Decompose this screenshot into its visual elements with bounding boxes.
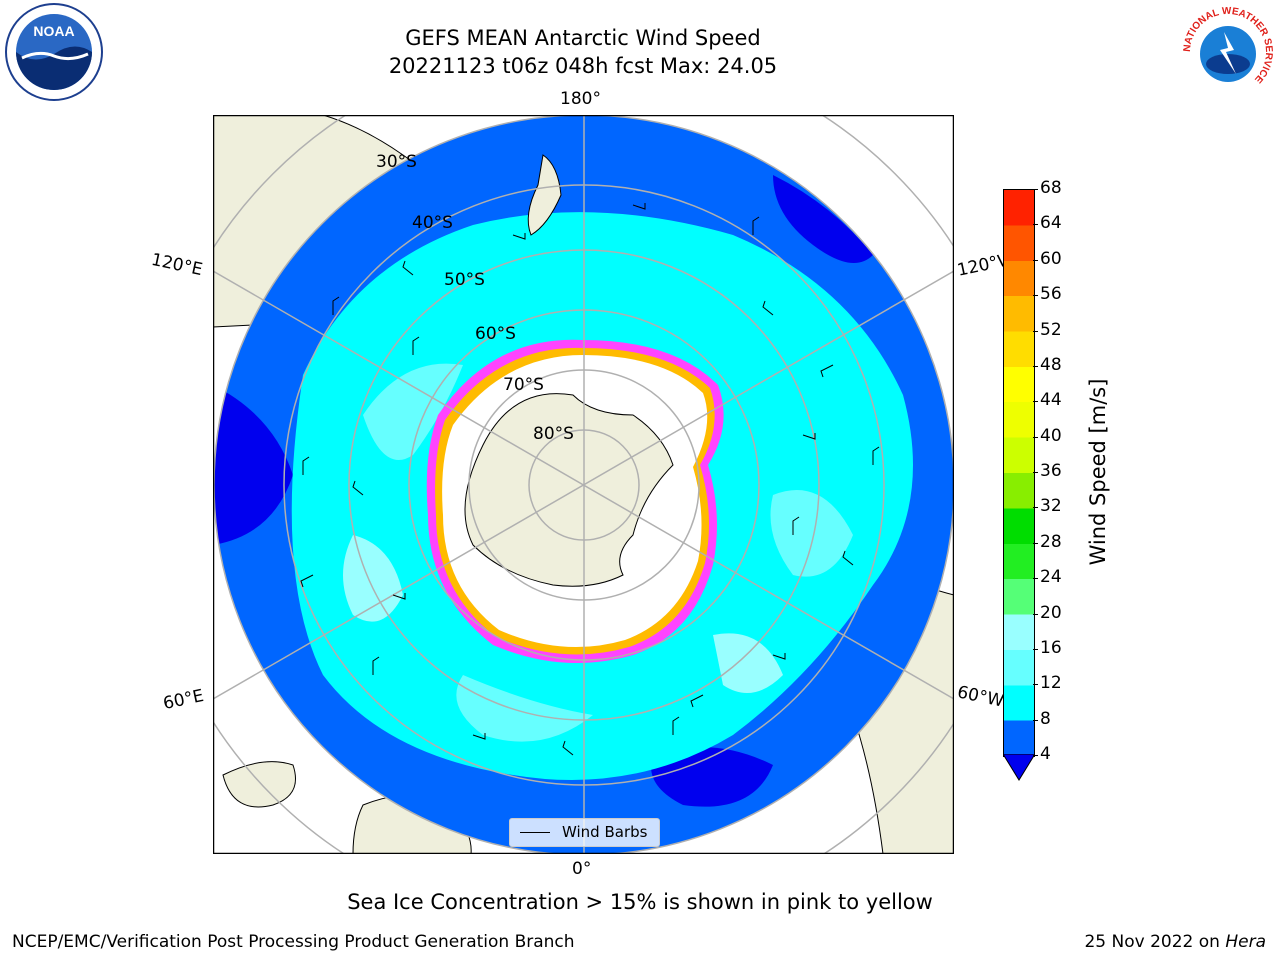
wind-barb-legend-label: Wind Barbs xyxy=(562,823,648,841)
colorbar-tick-label: 56 xyxy=(1040,284,1062,305)
noaa-logo: NOAA xyxy=(5,3,103,101)
colorbar-tick-label: 52 xyxy=(1040,319,1062,340)
wind-speed-colorbar xyxy=(1003,189,1035,757)
lat-label-80s: 80°S xyxy=(533,424,574,444)
footer-date: 25 Nov 2022 on Hera xyxy=(1084,932,1266,952)
colorbar-tick-label: 48 xyxy=(1040,354,1062,375)
map-legend: Wind Barbs xyxy=(509,818,660,847)
colorbar-tick-label: 28 xyxy=(1040,531,1062,552)
land-madagascar xyxy=(222,761,296,808)
lat-label-70s: 70°S xyxy=(503,375,544,395)
colorbar-tick-mark xyxy=(1033,436,1038,438)
chart-subtitle: 20221123 t06z 048h fcst Max: 24.05 xyxy=(388,54,778,78)
colorbar-tick-label: 16 xyxy=(1040,637,1062,658)
colorbar-tick-label: 64 xyxy=(1040,213,1062,234)
colorbar-tick-label: 4 xyxy=(1040,744,1051,764)
map-panel: 180° 0° 120°E 60°E 120°W 60°W 30°S 40°S … xyxy=(149,89,1016,879)
colorbar-tick-label: 60 xyxy=(1040,248,1062,269)
colorbar-tick-mark xyxy=(1033,401,1038,403)
sea-ice-caption: Sea Ice Concentration > 15% is shown in … xyxy=(347,890,933,914)
colorbar-tick-label: 32 xyxy=(1040,496,1062,517)
colorbar-tick-mark xyxy=(1033,295,1038,297)
colorbar-tick-label: 40 xyxy=(1040,425,1062,446)
colorbar-tick-mark xyxy=(1033,719,1038,721)
lon-label-60w: 60°W xyxy=(955,682,1006,712)
colorbar-tick-mark xyxy=(1033,613,1038,615)
footer-host: Hera xyxy=(1225,932,1266,952)
colorbar-tick-mark xyxy=(1033,542,1038,544)
noaa-text: NOAA xyxy=(33,23,74,39)
colorbar-tick-mark xyxy=(1033,330,1038,332)
colorbar-tick-mark xyxy=(1033,507,1038,509)
lat-label-40s: 40°S xyxy=(412,213,453,233)
wind-barb-legend-line xyxy=(520,832,550,833)
colorbar-tick-mark xyxy=(1033,259,1038,261)
colorbar-tick-mark xyxy=(1033,365,1038,367)
lon-label-120e: 120°E xyxy=(149,249,205,281)
land-antarctica xyxy=(464,393,674,587)
lat-label-30s: 30°S xyxy=(376,152,417,172)
lon-label-180: 180° xyxy=(560,89,601,109)
colorbar-tick-label: 68 xyxy=(1040,178,1062,198)
colorbar-tick-label: 44 xyxy=(1040,390,1062,411)
colorbar-tick-mark xyxy=(1033,472,1038,473)
chart-title: GEFS MEAN Antarctic Wind Speed xyxy=(405,26,761,50)
colorbar-under-triangle xyxy=(1003,754,1035,781)
footer-credit: NCEP/EMC/Verification Post Processing Pr… xyxy=(12,932,575,952)
colorbar-tick-mark xyxy=(1033,648,1038,650)
colorbar-label: Wind Speed [m/s] xyxy=(1086,378,1110,566)
nws-logo: NATIONAL WEATHER SERVICE xyxy=(1180,4,1276,100)
lon-label-60e: 60°E xyxy=(161,685,206,715)
wind-barbs xyxy=(300,203,880,756)
colorbar-tick-label: 12 xyxy=(1040,673,1062,694)
colorbar-tick-mark xyxy=(1033,224,1038,226)
colorbar-tick-mark xyxy=(1033,189,1038,190)
lat-label-50s: 50°S xyxy=(444,270,485,290)
lat-label-60s: 60°S xyxy=(475,324,516,344)
colorbar-tick-mark xyxy=(1033,684,1038,686)
colorbar-tick-label: 20 xyxy=(1040,602,1062,623)
colorbar-tick-label: 36 xyxy=(1040,461,1062,481)
colorbar-tick-mark xyxy=(1033,755,1038,756)
colorbar-tick-label: 8 xyxy=(1040,708,1051,729)
colorbar-tick-label: 24 xyxy=(1040,567,1062,588)
polar-wind-map xyxy=(213,115,954,854)
footer-date-text: 25 Nov 2022 on xyxy=(1084,932,1226,952)
colorbar-tick-mark xyxy=(1033,578,1038,580)
land-new-zealand xyxy=(527,154,562,236)
lon-label-0: 0° xyxy=(572,859,592,879)
